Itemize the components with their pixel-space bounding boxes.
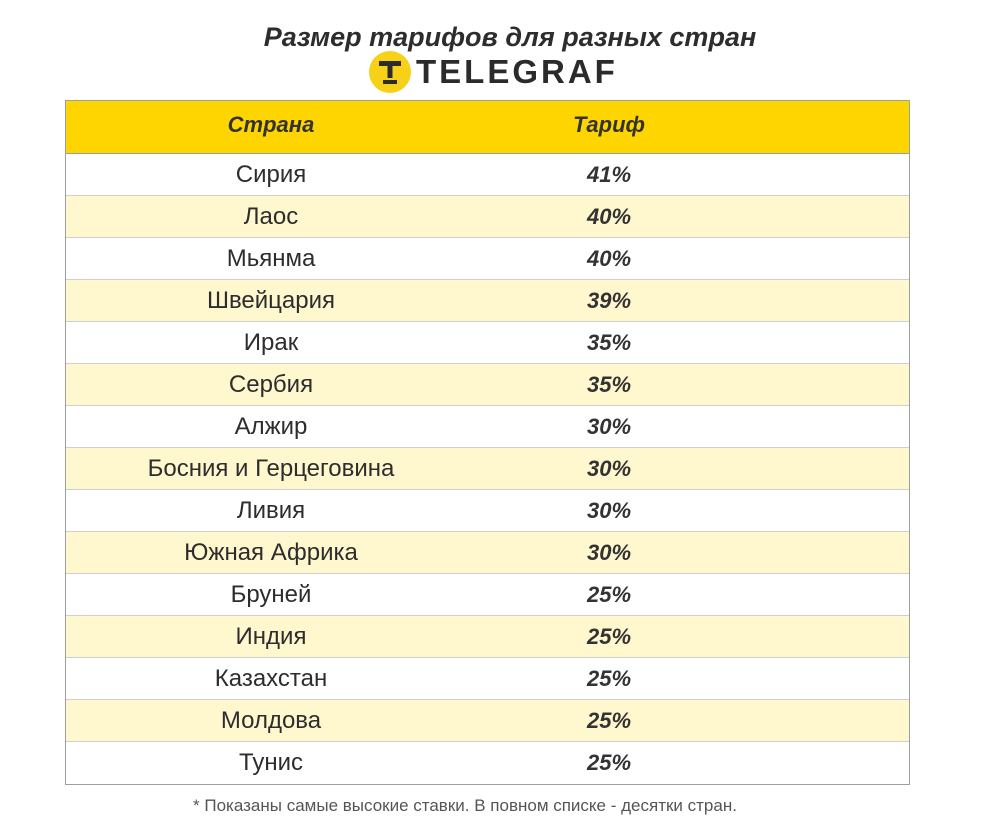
- country-cell: Молдова: [220, 707, 322, 734]
- tariff-cell: 25%: [586, 750, 632, 775]
- tariff-cell: 25%: [586, 666, 632, 691]
- tariff-cell: 25%: [586, 708, 632, 733]
- tariff-cell: 30%: [586, 456, 632, 481]
- tariff-table: Страна Тариф Сирия 41% Лаос 40% Мьянма 40% Шве…: [65, 100, 910, 785]
- header-country: Страна: [227, 112, 315, 137]
- country-cell: Бруней: [230, 581, 312, 608]
- table-row: Босния и Герцеговина 30%: [66, 448, 909, 490]
- tariff-cell: 39%: [586, 288, 632, 313]
- tariff-cell: 25%: [586, 624, 632, 649]
- chart-title: Размер тарифов для разных стран: [263, 22, 757, 52]
- table-row: Бруней 25%: [66, 574, 909, 616]
- country-cell: Сирия: [235, 161, 307, 188]
- table-row: Лаос 40%: [66, 196, 909, 238]
- country-cell: Тунис: [239, 749, 303, 776]
- tariff-cell: 40%: [586, 204, 632, 229]
- country-cell: Сербия: [228, 371, 314, 398]
- tariff-cell: 30%: [586, 498, 632, 523]
- table-row: Индия 25%: [66, 616, 909, 658]
- country-cell: Алжир: [234, 413, 308, 440]
- tariff-cell: 35%: [586, 330, 632, 355]
- table-row: Сербия 35%: [66, 364, 909, 406]
- country-cell: Ливия: [236, 497, 306, 524]
- tariff-cell: 30%: [586, 414, 632, 439]
- logo-wordmark: TELEGRAF: [416, 53, 618, 90]
- telegraf-logo: TELEGRAF: [368, 50, 628, 94]
- country-cell: Босния и Герцеговина: [147, 455, 395, 482]
- table-row: Молдова 25%: [66, 700, 909, 742]
- table-row: Казахстан 25%: [66, 658, 909, 700]
- tariff-cell: 25%: [586, 582, 632, 607]
- table-row: Южная Африка 30%: [66, 532, 909, 574]
- country-cell: Ирак: [243, 329, 299, 356]
- country-cell: Мьянма: [226, 245, 316, 272]
- country-cell: Лаос: [243, 203, 299, 230]
- table-row: Сирия 41%: [66, 154, 909, 196]
- table-row: Ирак 35%: [66, 322, 909, 364]
- telegraf-t-icon: [369, 51, 411, 93]
- logo-t-stem: [387, 61, 393, 78]
- table-row: Ливия 30%: [66, 490, 909, 532]
- country-cell: Индия: [235, 623, 307, 650]
- table-row: Тунис 25%: [66, 742, 909, 784]
- table-body: Сирия 41% Лаос 40% Мьянма 40% Швейцария 39% Ирак…: [66, 154, 909, 784]
- table-row: Алжир 30%: [66, 406, 909, 448]
- tariff-cell: 41%: [586, 162, 632, 187]
- logo-t-base: [383, 80, 397, 84]
- country-cell: Казахстан: [214, 665, 328, 692]
- table-row: Мьянма 40%: [66, 238, 909, 280]
- table-header: Страна Тариф: [66, 101, 909, 154]
- tariff-cell: 35%: [586, 372, 632, 397]
- footnote: * Показаны самые высокие ставки. В повно…: [193, 796, 737, 815]
- tariff-cell: 40%: [586, 246, 632, 271]
- country-cell: Южная Африка: [184, 539, 358, 566]
- table-row: Швейцария 39%: [66, 280, 909, 322]
- tariff-cell: 30%: [586, 540, 632, 565]
- country-cell: Швейцария: [206, 287, 336, 314]
- header-tariff: Тариф: [572, 112, 645, 137]
